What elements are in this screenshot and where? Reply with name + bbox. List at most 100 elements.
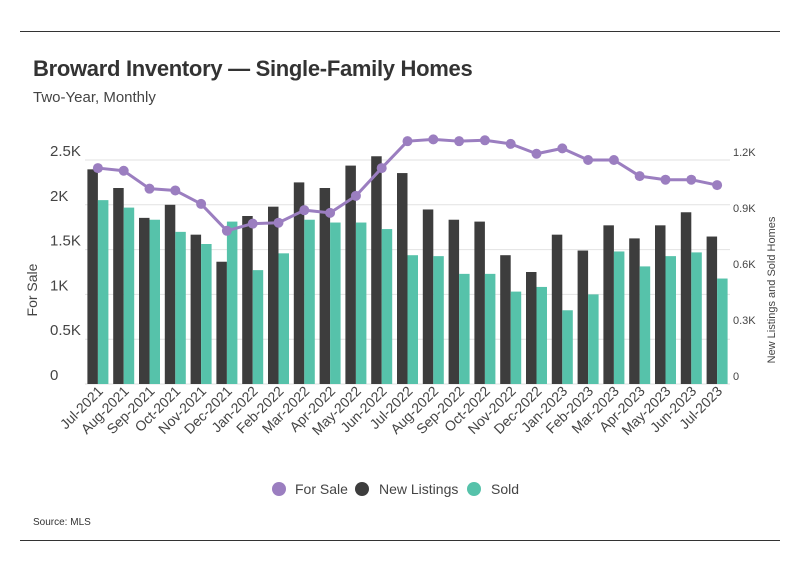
left-axis-label: For Sale: [24, 263, 40, 316]
bar-sold-jul-2023: [717, 278, 728, 384]
point-for-sale-dec-2021: [221, 225, 232, 236]
bar-sold-feb-2023: [588, 294, 599, 384]
legend-label-sold: Sold: [491, 481, 519, 497]
bar-sold-oct-2022: [484, 273, 496, 384]
bar-sold-sep-2022: [459, 273, 470, 384]
right-tick-label: 0.6K: [733, 259, 756, 271]
bar-new-listings-dec-2022: [526, 272, 537, 384]
point-for-sale-apr-2023: [634, 171, 645, 182]
bar-sold-may-2022: [355, 222, 367, 384]
legend-marker-sold: [467, 482, 481, 496]
bar-new-listings-jul-2022: [397, 173, 408, 384]
point-for-sale-jan-2022: [247, 218, 258, 229]
bar-sold-apr-2023: [639, 266, 651, 384]
point-for-sale-aug-2022: [428, 134, 439, 145]
bar-sold-sep-2021: [149, 219, 160, 384]
bar-new-listings-sep-2022: [448, 219, 460, 384]
point-for-sale-jan-2023: [557, 143, 568, 154]
bar-sold-jun-2022: [381, 229, 393, 384]
left-tick-label: 2.5K: [50, 143, 81, 160]
point-for-sale-dec-2022: [531, 148, 542, 159]
bar-sold-jan-2022: [252, 270, 264, 384]
left-tick-label: 1K: [50, 277, 68, 294]
right-tick-label: 0.9K: [733, 203, 756, 215]
point-for-sale-may-2022: [350, 190, 361, 201]
bar-new-listings-jul-2021: [87, 169, 98, 384]
bar-sold-dec-2022: [536, 286, 547, 384]
bar-sold-jun-2023: [691, 252, 702, 384]
bar-new-listings-apr-2023: [629, 238, 640, 384]
point-for-sale-mar-2022: [299, 205, 310, 216]
top-rule: [20, 31, 780, 32]
bar-sold-apr-2022: [330, 222, 341, 384]
right-tick-label: 1.2K: [733, 147, 756, 159]
bar-new-listings-nov-2022: [500, 255, 511, 384]
legend-label-for-sale: For Sale: [295, 481, 348, 497]
bar-new-listings-may-2023: [655, 225, 666, 384]
bar-new-listings-jul-2023: [706, 236, 718, 384]
source-note: Source: MLS: [33, 517, 91, 528]
bar-sold-aug-2022: [433, 256, 444, 384]
bar-sold-may-2023: [665, 256, 676, 384]
point-for-sale-mar-2023: [608, 155, 619, 165]
legend-marker-for-sale: [272, 482, 286, 496]
left-tick-label: 2K: [50, 188, 68, 205]
point-for-sale-aug-2021: [118, 165, 129, 176]
bar-new-listings-jan-2022: [242, 216, 253, 384]
bar-sold-jan-2023: [562, 310, 573, 384]
point-for-sale-apr-2022: [325, 207, 336, 218]
bar-new-listings-sep-2021: [139, 217, 150, 384]
legend-label-new-listings: New Listings: [379, 481, 458, 497]
chart-title: Broward Inventory — Single-Family Homes: [33, 56, 473, 81]
bar-sold-mar-2023: [613, 251, 625, 384]
bar-new-listings-mar-2023: [603, 225, 614, 384]
bar-sold-mar-2022: [304, 219, 315, 384]
point-for-sale-nov-2022: [505, 138, 516, 149]
bar-new-listings-oct-2022: [474, 221, 485, 384]
bar-sold-oct-2021: [175, 231, 186, 384]
bar-sold-aug-2021: [123, 207, 135, 384]
bar-new-listings-feb-2022: [268, 206, 279, 384]
right-axis-ticks: 0 0.3K 0.6K 0.9K 1.2K: [733, 147, 756, 383]
bar-new-listings-aug-2022: [422, 209, 434, 384]
point-for-sale-sep-2021: [144, 183, 155, 194]
x-axis-ticks: Jul-2021Aug-2021Sep-2021Oct-2021Nov-2021…: [57, 383, 726, 438]
point-for-sale-oct-2022: [479, 135, 490, 146]
bar-new-listings-mar-2022: [293, 182, 305, 384]
left-axis-ticks: 0 0.5K 1K 1.5K 2K 2.5K: [50, 143, 81, 384]
bar-new-listings-feb-2023: [577, 250, 589, 384]
bar-new-listings-may-2022: [345, 165, 356, 384]
bar-sold-nov-2022: [510, 291, 522, 384]
point-for-sale-jun-2022: [376, 163, 387, 174]
bar-sold-jul-2021: [97, 200, 109, 384]
bar-new-listings-jun-2022: [371, 156, 382, 384]
bar-sold-nov-2021: [201, 244, 212, 384]
chart-subtitle: Two-Year, Monthly: [33, 89, 156, 106]
left-tick-label: 0: [50, 367, 58, 384]
right-tick-label: 0.3K: [733, 315, 756, 327]
right-axis-label: New Listings and Sold Homes: [766, 216, 778, 363]
bar-series: [87, 156, 728, 384]
point-for-sale-oct-2021: [170, 185, 181, 196]
legend-marker-new-listings: [355, 482, 369, 496]
point-for-sale-jul-2023: [712, 180, 723, 191]
point-for-sale-nov-2021: [196, 198, 207, 209]
legend: For Sale New Listings Sold: [272, 481, 519, 497]
point-for-sale-feb-2023: [583, 155, 594, 165]
bar-new-listings-nov-2021: [190, 234, 202, 384]
point-for-sale-sep-2022: [454, 136, 465, 147]
bar-new-listings-dec-2021: [216, 261, 227, 384]
left-tick-label: 0.5K: [50, 322, 81, 339]
for-sale-line: [92, 134, 723, 236]
bar-new-listings-oct-2021: [164, 204, 176, 384]
bar-sold-jul-2022: [407, 255, 418, 384]
left-tick-label: 1.5K: [50, 233, 81, 250]
right-tick-label: 0: [733, 371, 739, 383]
bar-sold-feb-2022: [278, 253, 289, 384]
bar-new-listings-jan-2023: [551, 234, 563, 384]
point-for-sale-jul-2022: [402, 136, 413, 147]
bar-new-listings-jun-2023: [680, 212, 692, 384]
point-for-sale-feb-2022: [273, 217, 284, 228]
point-for-sale-jun-2023: [686, 174, 697, 185]
